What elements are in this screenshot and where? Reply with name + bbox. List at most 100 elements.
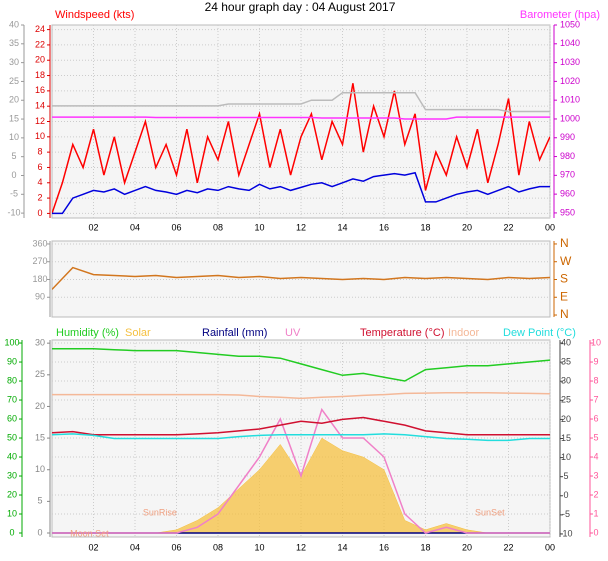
series-line (52, 347, 550, 382)
y-tick-label: W (560, 254, 572, 268)
series-line (52, 407, 550, 534)
y-tick-label: 22 (35, 39, 45, 49)
y-tick-label: 1020 (560, 76, 580, 86)
y-tick-label: 990 (560, 132, 575, 142)
legend-entry: Solar (125, 327, 151, 339)
y-tick-label: 70 (7, 394, 17, 404)
y-tick-label: 8 (593, 375, 598, 385)
y-tick-label: -5 (10, 189, 18, 199)
y-tick-label: 40 (561, 337, 571, 347)
y-tick-label: 40 (9, 19, 19, 29)
x-tick-label: 20 (462, 542, 472, 552)
annotation: SunRise (143, 507, 177, 517)
y-tick-label: 15 (561, 433, 571, 443)
y-tick-label: -10 (559, 528, 572, 538)
y-tick-label: 40 (7, 451, 17, 461)
legend-entry: Rainfall (mm) (202, 327, 267, 339)
y-tick-label: 1030 (560, 57, 580, 67)
x-tick-label: 14 (337, 542, 347, 552)
y-tick-label: 80 (7, 375, 17, 385)
annotation: SunSet (475, 507, 505, 517)
legend-entry: Windspeed (kts) (55, 9, 134, 21)
y-tick-label: 12 (35, 116, 45, 126)
x-tick-label: 06 (171, 222, 181, 232)
y-tick-label: 35 (9, 38, 19, 48)
y-tick-label: 1 (593, 508, 598, 518)
y-tick-label: 0 (11, 170, 16, 180)
y-tick-label: 10 (591, 337, 601, 347)
annotation: Moon Set (70, 528, 109, 538)
x-tick-label: 16 (379, 222, 389, 232)
series-line (52, 266, 550, 290)
y-tick-label: 1040 (560, 38, 580, 48)
y-tick-label: 8 (37, 147, 42, 157)
legend-entry: Humidity (%) (56, 327, 119, 339)
x-tick-label: 18 (420, 542, 430, 552)
y-tick-label: 1010 (560, 95, 580, 105)
y-tick-label: 60 (7, 413, 17, 423)
y-tick-label: 960 (560, 189, 575, 199)
x-tick-label: 16 (379, 542, 389, 552)
y-tick-label: 4 (37, 177, 42, 187)
y-tick-label: 16 (35, 85, 45, 95)
legend-entry: Barometer (hpa) (520, 9, 600, 21)
y-tick-label: 1000 (560, 113, 580, 123)
y-tick-label: 15 (35, 432, 45, 442)
y-tick-label: 10 (35, 131, 45, 141)
y-tick-label: 10 (35, 464, 45, 474)
y-tick-label: 10 (561, 452, 571, 462)
x-tick-label: 10 (254, 222, 264, 232)
y-tick-label: 970 (560, 170, 575, 180)
x-tick-label: 00 (545, 222, 555, 232)
y-tick-label: 25 (35, 369, 45, 379)
y-tick-label: 180 (32, 274, 47, 284)
y-tick-label: 6 (37, 162, 42, 172)
x-tick-label: 04 (130, 222, 140, 232)
x-tick-label: 22 (503, 542, 513, 552)
y-tick-label: 7 (593, 394, 598, 404)
y-tick-label: 90 (7, 356, 17, 366)
y-tick-label: 3 (593, 470, 598, 480)
y-tick-label: -10 (7, 207, 20, 217)
legend-entry: UV (285, 327, 301, 339)
y-tick-label: 20 (35, 55, 45, 65)
series-line (52, 171, 550, 215)
y-tick-label: 5 (593, 432, 598, 442)
y-tick-label: 90 (35, 292, 45, 302)
series-line (52, 416, 550, 436)
y-tick-label: 20 (7, 489, 17, 499)
y-tick-label: -5 (562, 509, 570, 519)
y-tick-label: 0 (9, 527, 14, 537)
x-tick-label: 10 (254, 542, 264, 552)
legend-entry: Dew Point (°C) (503, 327, 576, 339)
y-tick-label: S (560, 272, 568, 286)
x-tick-label: 08 (213, 542, 223, 552)
x-tick-label: 18 (420, 222, 430, 232)
series-line (52, 116, 550, 120)
y-tick-label: 15 (9, 113, 19, 123)
y-tick-label: 24 (35, 24, 45, 34)
y-tick-label: 270 (32, 256, 47, 266)
y-tick-label: 0 (563, 490, 568, 500)
y-tick-label: 20 (561, 414, 571, 424)
y-tick-label: 30 (561, 376, 571, 386)
y-tick-label: 14 (35, 101, 45, 111)
x-tick-label: 04 (130, 542, 140, 552)
y-tick-label: 360 (32, 238, 47, 248)
x-tick-label: 20 (462, 222, 472, 232)
y-tick-label: 18 (35, 70, 45, 80)
y-tick-label: 35 (561, 357, 571, 367)
y-tick-label: 4 (593, 451, 598, 461)
x-tick-label: 02 (88, 222, 98, 232)
x-tick-label: 22 (503, 222, 513, 232)
y-tick-label: 30 (35, 338, 45, 348)
y-tick-label: 30 (9, 57, 19, 67)
x-tick-label: 12 (296, 222, 306, 232)
page-title: 24 hour graph day : 04 August 2017 (205, 0, 396, 14)
series-line (52, 391, 550, 400)
y-tick-label: 50 (7, 432, 17, 442)
series-line (52, 433, 550, 442)
y-tick-label: 2 (37, 192, 42, 202)
y-tick-label: 6 (593, 413, 598, 423)
